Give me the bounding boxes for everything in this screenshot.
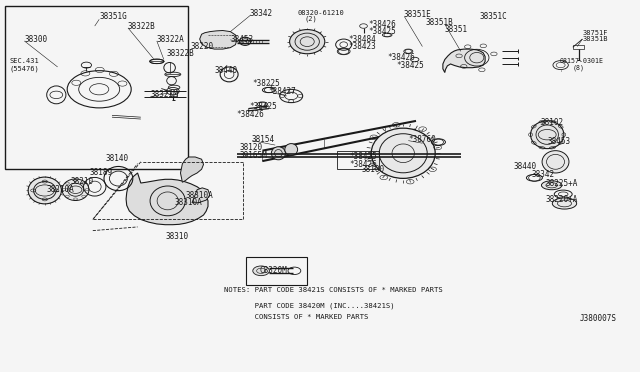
Text: *38427: *38427 (269, 87, 296, 96)
Ellipse shape (62, 179, 89, 201)
Ellipse shape (541, 181, 562, 190)
Text: 08320-61210: 08320-61210 (298, 10, 344, 16)
Text: 38351G: 38351G (99, 12, 127, 21)
Text: 38342: 38342 (532, 170, 555, 179)
Text: 38210A: 38210A (46, 185, 74, 194)
Bar (337, 151, 379, 169)
Text: (2): (2) (304, 15, 317, 22)
Text: 38154: 38154 (252, 135, 275, 144)
Ellipse shape (285, 144, 298, 155)
Text: 38440: 38440 (514, 162, 537, 171)
Bar (5, 6, 188, 169)
Text: *38425: *38425 (250, 102, 277, 110)
Text: 38310: 38310 (165, 232, 188, 241)
Text: *38425: *38425 (368, 27, 396, 36)
Text: 38210: 38210 (70, 177, 93, 186)
Text: 38342: 38342 (250, 9, 273, 17)
Text: (55476): (55476) (10, 65, 39, 72)
Polygon shape (50, 73, 144, 116)
Text: 38322B: 38322B (166, 49, 194, 58)
Text: *38760: *38760 (408, 135, 436, 144)
Polygon shape (192, 188, 210, 203)
Bar (246, 257, 307, 285)
Text: 38323M: 38323M (150, 90, 178, 99)
Text: C8320M: C8320M (259, 266, 287, 275)
Text: J380007S: J380007S (579, 314, 616, 323)
Ellipse shape (271, 147, 285, 160)
Polygon shape (200, 31, 237, 49)
Text: *38426: *38426 (237, 110, 264, 119)
Text: 38322A: 38322A (157, 35, 184, 44)
Text: *38484: *38484 (349, 35, 376, 44)
Ellipse shape (371, 128, 435, 179)
Bar (573, 45, 584, 49)
Ellipse shape (289, 29, 325, 54)
Text: (8): (8) (573, 64, 585, 71)
Text: *38225: *38225 (253, 79, 280, 88)
Text: 38140: 38140 (106, 154, 129, 163)
Text: *38426: *38426 (387, 53, 415, 62)
Text: *38423: *38423 (349, 42, 376, 51)
Text: 38100: 38100 (362, 165, 385, 174)
Text: PART CODE 38420M (INC....38421S): PART CODE 38420M (INC....38421S) (224, 302, 395, 309)
Text: *38425: *38425 (349, 153, 377, 161)
Text: 38351C: 38351C (480, 12, 508, 21)
Text: SEC.431: SEC.431 (10, 58, 39, 64)
Text: 39165M: 39165M (240, 151, 268, 160)
Text: 38351: 38351 (445, 25, 468, 34)
Text: 38453: 38453 (547, 137, 570, 146)
Text: 38751F: 38751F (582, 31, 608, 36)
Ellipse shape (542, 151, 569, 173)
Polygon shape (180, 157, 204, 182)
Bar (170, 91, 177, 96)
Ellipse shape (531, 121, 564, 148)
Text: CONSISTS OF * MARKED PARTS: CONSISTS OF * MARKED PARTS (224, 314, 369, 320)
Text: *38426: *38426 (349, 160, 377, 169)
Text: 38440: 38440 (214, 66, 237, 75)
Text: 38220+A: 38220+A (546, 195, 579, 204)
Text: 38351B: 38351B (582, 36, 608, 42)
Text: 38453: 38453 (230, 35, 253, 44)
Text: 38351E: 38351E (403, 10, 431, 19)
Text: 38102: 38102 (541, 118, 564, 127)
Text: 38120: 38120 (240, 143, 263, 152)
Text: 38310A: 38310A (174, 198, 202, 207)
Text: 38322B: 38322B (128, 22, 156, 31)
Text: 08157-0301E: 08157-0301E (560, 58, 604, 64)
Circle shape (253, 266, 269, 276)
Text: 38310A: 38310A (186, 191, 213, 200)
Text: *38425: *38425 (397, 61, 424, 70)
Text: 38351B: 38351B (426, 18, 453, 27)
Text: NOTES: PART CODE 38421S CONSISTS OF * MARKED PARTS: NOTES: PART CODE 38421S CONSISTS OF * MA… (224, 287, 443, 293)
Polygon shape (126, 173, 208, 225)
Text: *38426: *38426 (368, 20, 396, 29)
Polygon shape (443, 49, 485, 73)
Ellipse shape (552, 198, 577, 209)
Text: 38300: 38300 (24, 35, 47, 44)
Ellipse shape (28, 177, 61, 204)
Text: 38189: 38189 (90, 169, 113, 177)
Text: 38220: 38220 (191, 42, 214, 51)
Text: 38225+A: 38225+A (546, 179, 579, 187)
